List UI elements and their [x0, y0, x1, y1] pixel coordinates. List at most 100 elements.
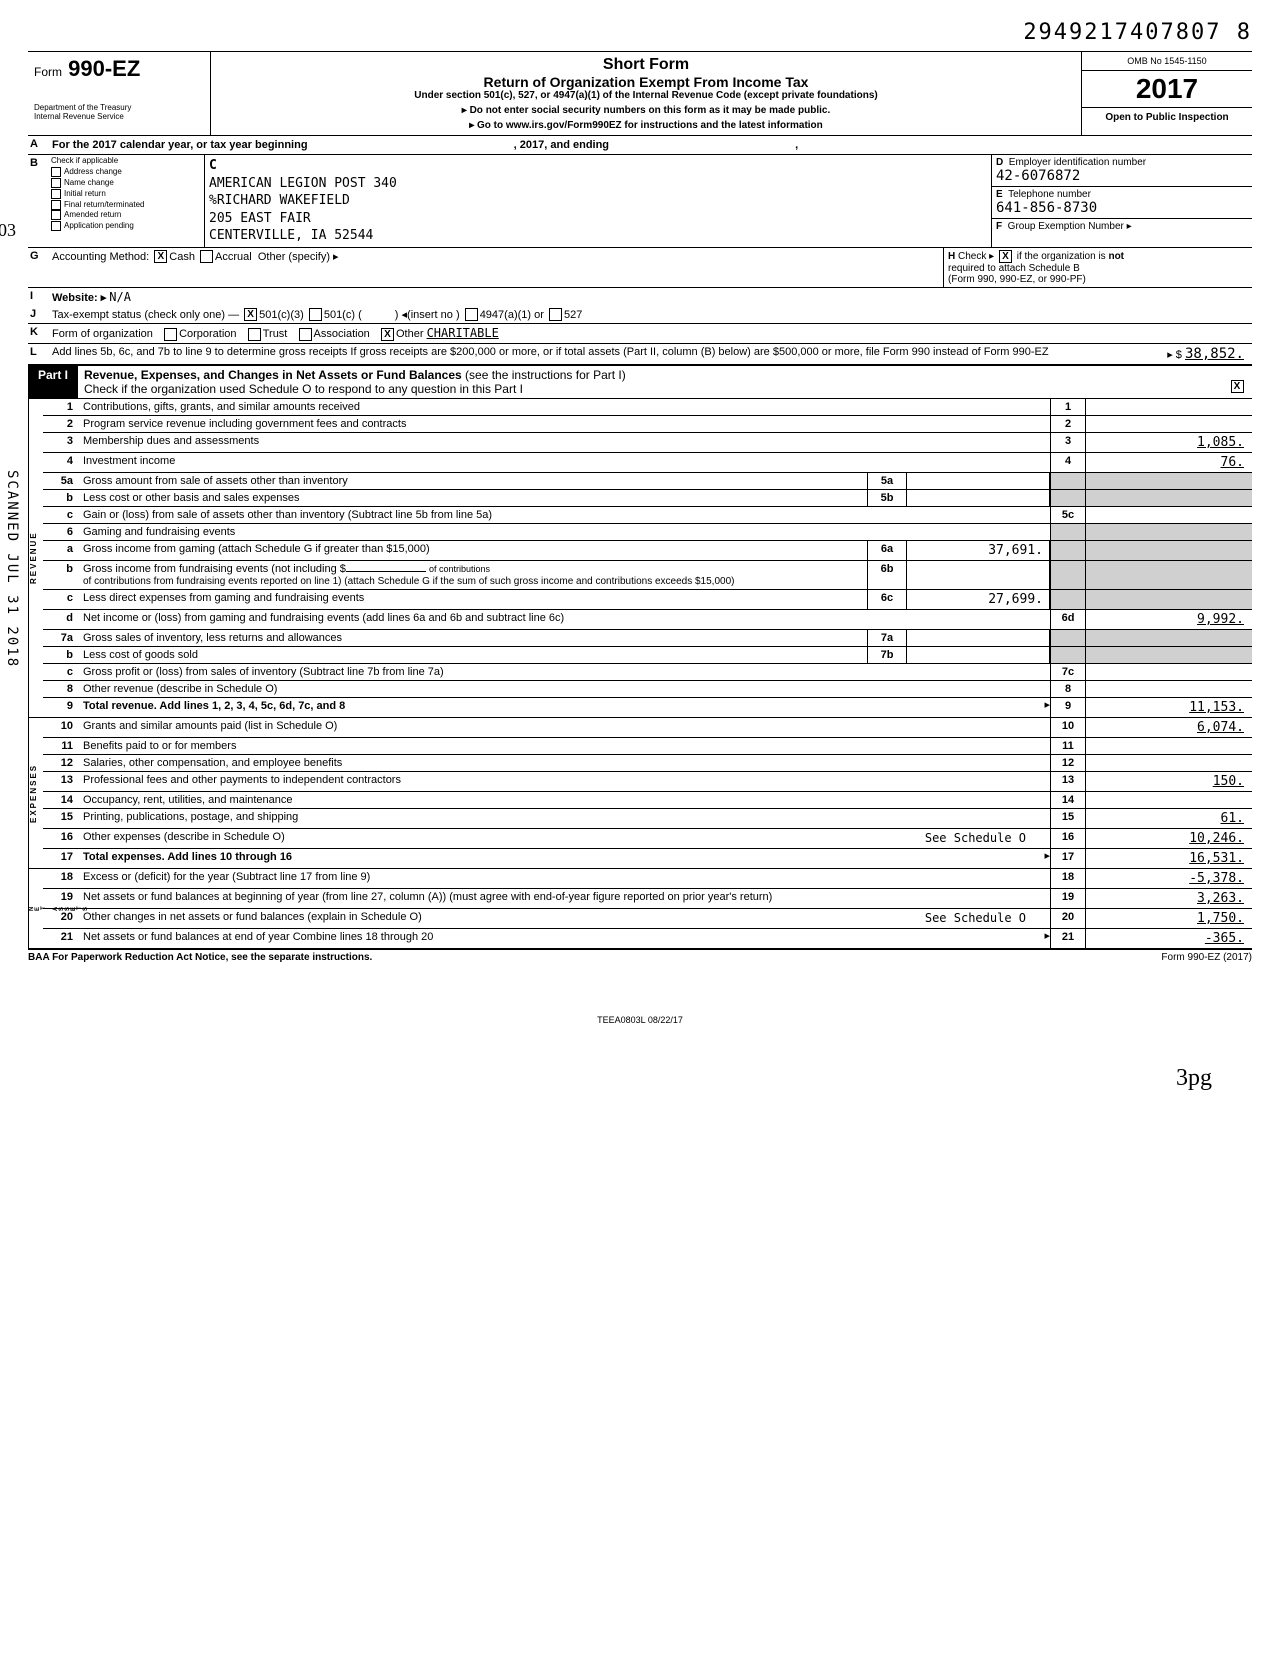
- cb-trust[interactable]: [248, 328, 261, 341]
- ln7b-n: b: [43, 647, 79, 663]
- ln5a-ib: 5a: [867, 473, 907, 489]
- ln6a-ib: 6a: [867, 541, 907, 560]
- g-text: Accounting Method:: [52, 251, 149, 263]
- ln6a-d: Gross income from gaming (attach Schedul…: [79, 541, 867, 560]
- ein-label: Employer identification number: [1009, 157, 1146, 168]
- ln1-d: Contributions, gifts, grants, and simila…: [79, 399, 1050, 415]
- ln12-n: 12: [43, 755, 79, 771]
- ln8-d: Other revenue (describe in Schedule O): [79, 681, 1050, 697]
- address-block: C AMERICAN LEGION POST 340 %RICHARD WAKE…: [205, 155, 992, 247]
- ln6b-ib: 6b: [867, 561, 907, 589]
- ln5b-ib: 5b: [867, 490, 907, 506]
- [interactable]: X: [1231, 380, 1244, 393]
- ln18-box: 18: [1050, 869, 1085, 888]
- label-e: E: [996, 189, 1003, 200]
- ln10-d: Grants and similar amounts paid (list in…: [79, 718, 1050, 737]
- ln13-v: 150.: [1085, 772, 1252, 791]
- cb-4947[interactable]: [465, 308, 478, 321]
- label-c: C: [209, 157, 987, 175]
- h-not: not: [1108, 251, 1124, 262]
- cb-name[interactable]: Name change: [64, 178, 114, 187]
- ln5b-d: Less cost or other basis and sales expen…: [79, 490, 867, 506]
- hand-03: 03: [0, 218, 982, 242]
- phone-value: 641-856-8730: [996, 200, 1097, 216]
- label-j: J: [28, 306, 48, 324]
- j-insert: ) ◂(insert no ): [395, 309, 460, 321]
- ln18-v: -5,378.: [1085, 869, 1252, 888]
- ln6c-d: Less direct expenses from gaming and fun…: [79, 590, 867, 609]
- ln14-n: 14: [43, 792, 79, 808]
- h-t3: required to attach Schedule B: [948, 263, 1080, 274]
- ln3-n: 3: [43, 433, 79, 452]
- cb-final[interactable]: Final return/terminated: [64, 200, 144, 209]
- k-trust: Trust: [263, 328, 288, 340]
- j-4947: 4947(a)(1) or: [480, 309, 544, 321]
- g-accrual: Accrual: [215, 251, 252, 263]
- ln6a-s: [1050, 541, 1085, 560]
- footer-left: BAA For Paperwork Reduction Act Notice, …: [28, 952, 372, 963]
- ln7c-n: c: [43, 664, 79, 680]
- cb-initial[interactable]: Initial return: [64, 189, 106, 198]
- ln13-d: Professional fees and other payments to …: [79, 772, 1050, 791]
- ln11-box: 11: [1050, 738, 1085, 754]
- ln14-v: [1085, 792, 1252, 808]
- cb-corp[interactable]: [164, 328, 177, 341]
- ln5c-box: 5c: [1050, 507, 1085, 523]
- ln6b-s: [1050, 561, 1085, 589]
- cb-addr[interactable]: Address change: [64, 167, 122, 176]
- label-d: D: [996, 157, 1003, 168]
- org-name: AMERICAN LEGION POST 340: [209, 175, 987, 193]
- ln20-d: Other changes in net assets or fund bala…: [83, 911, 422, 923]
- ln8-n: 8: [43, 681, 79, 697]
- cb-501c3[interactable]: X: [244, 308, 257, 321]
- title-short: Short Form: [217, 56, 1075, 74]
- ln20-box: 20: [1050, 909, 1085, 928]
- ln15-n: 15: [43, 809, 79, 828]
- ln7a-d: Gross sales of inventory, less returns a…: [79, 630, 867, 646]
- cb-schedb[interactable]: X: [999, 250, 1012, 263]
- footer-mid: TEEA0803L 08/22/17: [28, 1015, 1252, 1025]
- ln7c-box: 7c: [1050, 664, 1085, 680]
- scan-watermark: SCANNED JUL 31 2018: [4, 470, 20, 668]
- h-t2: if the organization is: [1017, 251, 1106, 262]
- ln7c-v: [1085, 664, 1252, 680]
- ln19-n: 19: [43, 889, 79, 908]
- ln9-box: 9: [1050, 698, 1085, 717]
- cb-527[interactable]: [549, 308, 562, 321]
- ln6b-iv: [907, 561, 1050, 589]
- hand-bottom: 3pg: [28, 1065, 1252, 1092]
- ln19-d: Net assets or fund balances at beginning…: [79, 889, 1050, 908]
- ln4-v: 76.: [1085, 453, 1252, 472]
- ln20-v: 1,750.: [1085, 909, 1252, 928]
- ln9-n: 9: [43, 698, 79, 717]
- ln8-v: [1085, 681, 1252, 697]
- cb-cash[interactable]: X: [154, 250, 167, 263]
- side-expenses: EXPENSES: [28, 718, 43, 868]
- ln21-box: 21: [1050, 929, 1085, 948]
- ln5b-sv: [1085, 490, 1252, 506]
- cb-accrual[interactable]: [200, 250, 213, 263]
- open-public: Open to Public Inspection: [1082, 108, 1252, 127]
- footer: BAA For Paperwork Reduction Act Notice, …: [28, 950, 1252, 965]
- a-text1: For the 2017 calendar year, or tax year …: [52, 139, 308, 151]
- ln18-d: Excess or (deficit) for the year (Subtra…: [79, 869, 1050, 888]
- group-exempt-arrow: ▸: [1127, 221, 1132, 232]
- ln5a-sv: [1085, 473, 1252, 489]
- label-a: A: [28, 136, 48, 154]
- cb-assoc[interactable]: [299, 328, 312, 341]
- side-assets: NET ASSETS: [28, 869, 43, 948]
- ln5a-d: Gross amount from sale of assets other t…: [79, 473, 867, 489]
- subtitle: Under section 501(c), 527, or 4947(a)(1)…: [217, 90, 1075, 101]
- phone-label: Telephone number: [1008, 189, 1091, 200]
- cb-501c[interactable]: [309, 308, 322, 321]
- ln5c-n: c: [43, 507, 79, 523]
- ln10-v: 6,074.: [1085, 718, 1252, 737]
- footer-right: Form 990-EZ (2017): [1161, 952, 1252, 963]
- ln6d-box: 6d: [1050, 610, 1085, 629]
- ln6c-s: [1050, 590, 1085, 609]
- ln7b-s: [1050, 647, 1085, 663]
- cb-other[interactable]: X: [381, 328, 394, 341]
- ln6b-d: Gross income from fundraising events (no…: [83, 563, 346, 575]
- ln13-box: 13: [1050, 772, 1085, 791]
- ln6-d: Gaming and fundraising events: [79, 524, 1050, 540]
